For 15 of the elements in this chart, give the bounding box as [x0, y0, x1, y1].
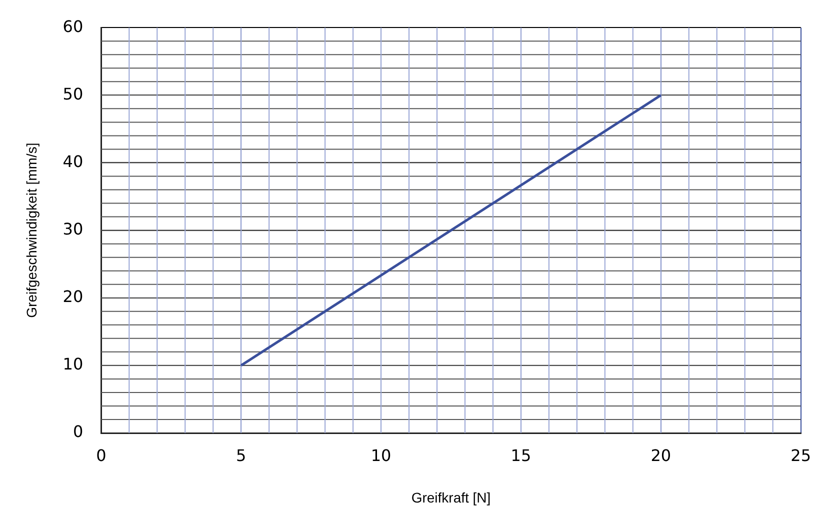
y-tick-label: 10: [62, 354, 84, 374]
y-tick-label: 40: [62, 152, 84, 171]
x-axis-title: Greifkraft [N]: [411, 489, 491, 506]
x-tick-label: 25: [790, 446, 811, 465]
x-tick-label: 20: [650, 446, 672, 465]
y-tick-label: 60: [62, 16, 84, 36]
x-tick-label: 15: [510, 446, 532, 465]
x-tick-label: 10: [370, 446, 392, 465]
y-axis-title: Greifgeschwindigkeit [mm/s]: [23, 142, 40, 318]
y-tick-label: 0: [72, 422, 84, 442]
y-tick-label: 30: [62, 219, 84, 238]
x-tick-label: 5: [236, 446, 246, 465]
y-tick-label: 20: [62, 287, 84, 306]
y-tick-label: 50: [62, 84, 84, 104]
x-tick-label: 0: [96, 446, 106, 465]
